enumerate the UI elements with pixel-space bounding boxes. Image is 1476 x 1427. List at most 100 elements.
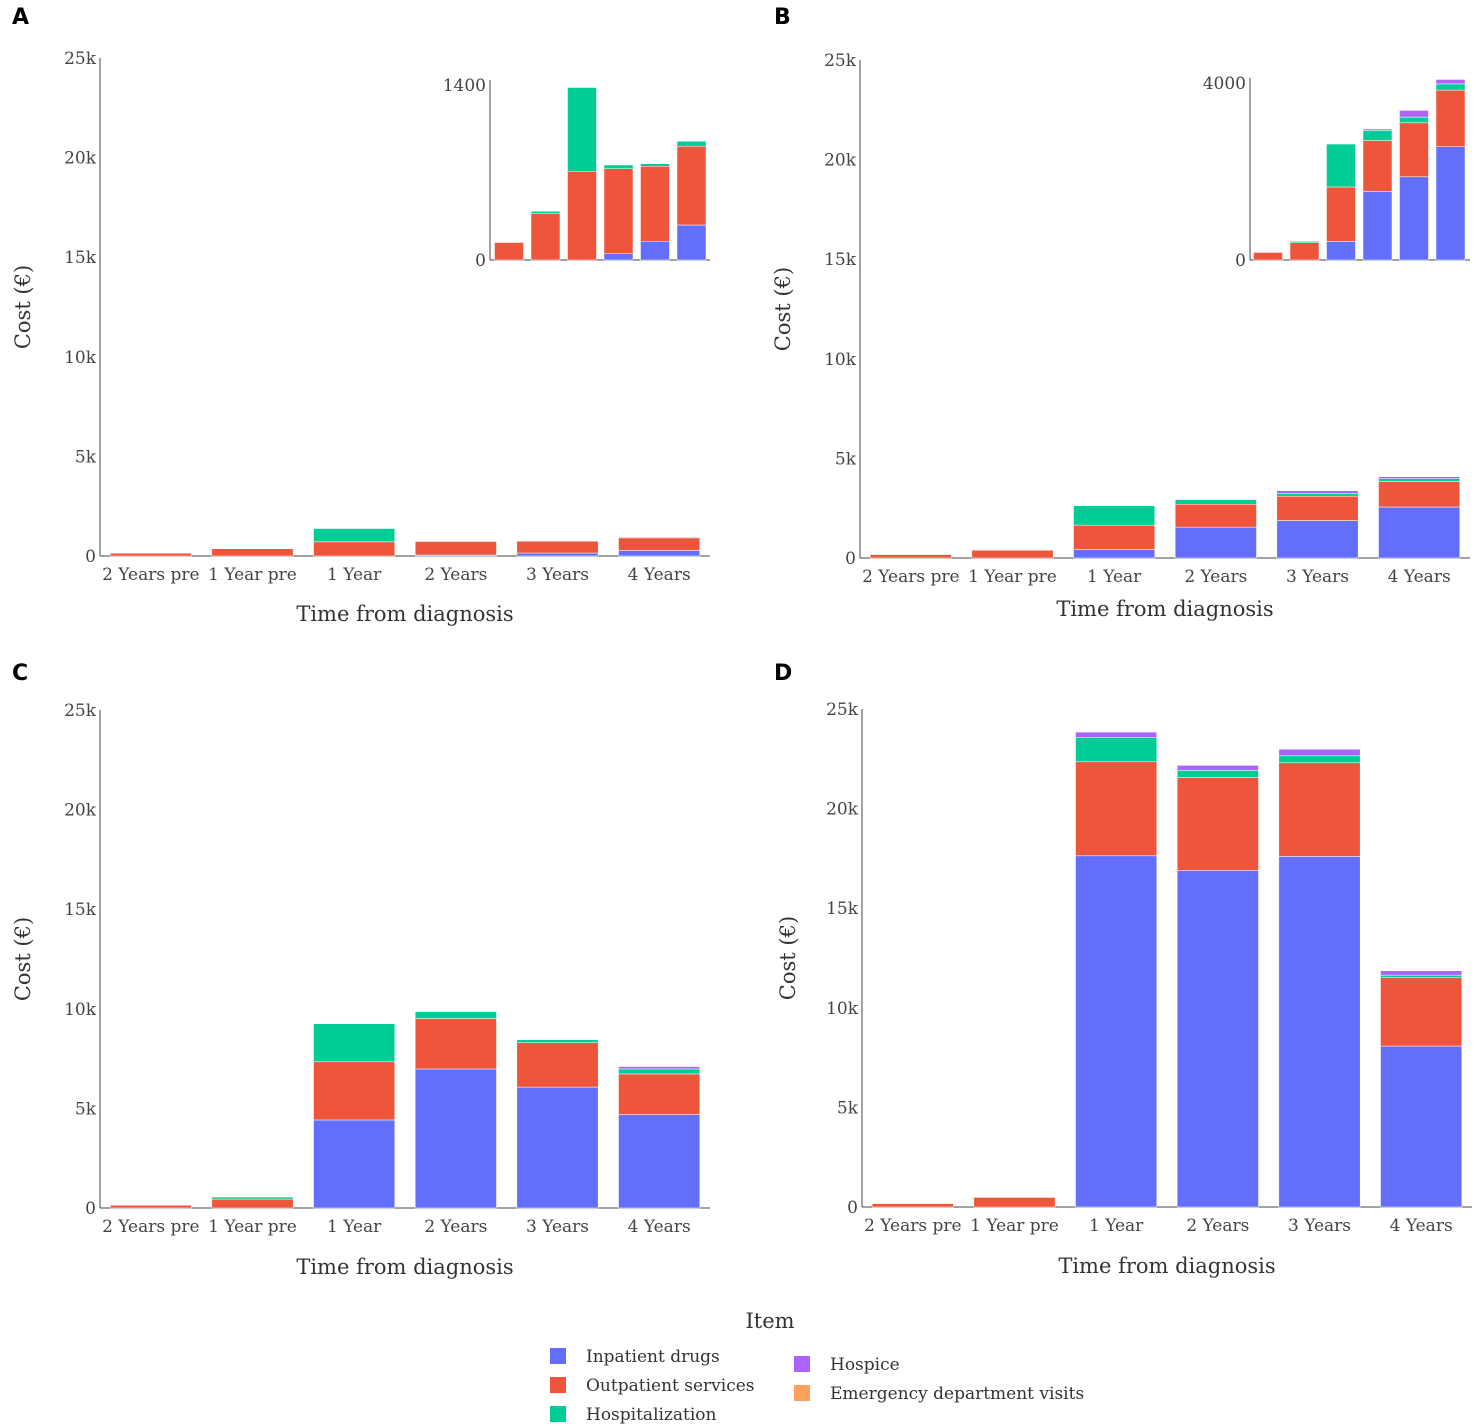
panels: A 0 5k 10k 15k 20k 25k 2 Years pre 1 Year pre 1 Y…: [11, 5, 1472, 1279]
y-tick-label: 25k: [824, 51, 857, 71]
y-axis-title: Cost (€): [776, 916, 800, 1000]
y-tick-label: 20k: [64, 149, 97, 169]
bar-segment: [414, 541, 497, 556]
bar-segment: [1380, 977, 1463, 1047]
y-tick-label: 15k: [64, 248, 97, 268]
bar-segment: [869, 554, 952, 559]
legend-item[interactable]: Hospice: [794, 1355, 900, 1375]
inset-bar-segment: [1435, 89, 1466, 147]
inset-bar-segment: [1362, 140, 1393, 192]
bar-segment: [313, 1061, 396, 1121]
legend-swatch: [550, 1348, 566, 1364]
inset-bar-segment: [1362, 130, 1393, 141]
legend-swatch: [794, 1385, 810, 1401]
bar-segment: [211, 1198, 294, 1209]
bar-segment: [516, 540, 599, 554]
bar-segment: [618, 1068, 701, 1075]
y-axis-title: Cost (€): [771, 267, 795, 351]
x-tick-label: 2 Years pre: [102, 1217, 199, 1237]
inset-bar-segment: [1399, 122, 1429, 178]
inset-y-tick-label: 4000: [1203, 74, 1246, 94]
bar-segment: [1174, 499, 1257, 505]
panel-b: B 0 5k 10k 15k 20k 25k 2 Years pre 1 Year pre 1 Y…: [771, 5, 1470, 621]
y-tick-label: 25k: [64, 49, 97, 69]
legend-label: Hospice: [830, 1355, 900, 1375]
inset-bar-segment: [1399, 110, 1429, 118]
legend-item[interactable]: Outpatient services: [550, 1376, 755, 1396]
panel-a: A 0 5k 10k 15k 20k 25k 2 Years pre 1 Year pre 1 Y…: [11, 5, 710, 626]
bar-segment: [1174, 526, 1257, 559]
panel-letter: D: [774, 661, 792, 686]
bar-segment: [1276, 493, 1359, 497]
legend-label: Outpatient services: [586, 1376, 755, 1396]
bar-segment: [618, 1066, 701, 1070]
x-tick-label: 1 Year pre: [208, 565, 297, 585]
bar-segment: [871, 1203, 954, 1208]
y-tick-label: 25k: [826, 700, 859, 720]
bar-segment: [1378, 481, 1461, 508]
inset-bar-segment: [530, 213, 561, 261]
bar-segment: [516, 1039, 599, 1043]
x-tick-label: 2 Years pre: [864, 1216, 961, 1236]
bar-segment: [971, 549, 1054, 551]
inset-chart: 0 4000: [1203, 74, 1470, 271]
y-tick-label: 10k: [64, 1000, 97, 1020]
bar-segment: [414, 540, 497, 542]
bar-segment: [1073, 549, 1156, 559]
inset-bar-segment: [603, 164, 634, 169]
bar-segment: [973, 1197, 1056, 1208]
bar-segment: [971, 549, 1054, 559]
inset-bar-segment: [676, 224, 707, 261]
y-tick-label: 0: [847, 1198, 858, 1218]
x-tick-label: 1 Year: [1089, 1216, 1144, 1236]
legend-label: Hospitalization: [586, 1405, 717, 1425]
bar-segment: [313, 1119, 396, 1209]
panel-letter: B: [774, 5, 791, 30]
legend-items: Inpatient drugs Outpatient services Hospit…: [550, 1347, 1084, 1425]
x-axis-title: Time from diagnosis: [1058, 1254, 1275, 1278]
y-tick-label: 20k: [826, 800, 859, 820]
inset-bar-segment: [567, 171, 597, 261]
bar-segment: [1075, 731, 1158, 738]
bar-segment: [1378, 506, 1461, 559]
bar-segment: [414, 1011, 497, 1019]
bar-segment: [1174, 498, 1257, 500]
inset-bar-segment: [1326, 241, 1356, 261]
inset-bar-segment: [1253, 252, 1283, 261]
y-tick-label: 0: [845, 549, 856, 569]
bar-segment: [211, 1196, 294, 1200]
bar-segment: [109, 1204, 192, 1209]
inset-bar-segment: [567, 87, 597, 172]
inset-y-tick-label: 0: [475, 251, 486, 271]
bar-segment: [1378, 476, 1461, 479]
x-tick-label: 1 Year: [327, 565, 382, 585]
bar-segment: [516, 552, 599, 557]
y-tick-label: 10k: [826, 999, 859, 1019]
inset-bar-segment: [640, 163, 670, 167]
bar-segment: [1176, 770, 1259, 778]
bar-segment: [1075, 855, 1158, 1208]
y-tick-label: 0: [85, 1199, 96, 1219]
x-tick-label: 2 Years pre: [862, 567, 959, 587]
legend-item[interactable]: Inpatient drugs: [550, 1347, 720, 1367]
inset-bar-segment: [1435, 79, 1466, 85]
bar-segment: [618, 536, 701, 539]
legend: Item Inpatient drugs Outpatient services H…: [550, 1309, 1084, 1425]
inset-bar-segment: [1289, 242, 1320, 261]
inset-bar-segment: [676, 146, 707, 226]
y-tick-label: 20k: [824, 151, 857, 171]
bar-segment: [1276, 490, 1359, 494]
inset-bar-segment: [603, 168, 634, 254]
panel-letter: A: [12, 5, 29, 30]
legend-item[interactable]: Emergency department visits: [794, 1384, 1084, 1404]
x-tick-label: 2 Years: [1184, 567, 1247, 587]
bar-segment: [1073, 524, 1156, 550]
bar-segment: [1176, 870, 1259, 1208]
y-tick-label: 20k: [64, 801, 97, 821]
inset-bar-segment: [603, 253, 634, 261]
bar-segment: [1176, 777, 1259, 871]
legend-swatch: [794, 1356, 810, 1372]
bar-segment: [211, 548, 294, 557]
legend-item[interactable]: Hospitalization: [550, 1405, 717, 1425]
x-tick-label: 2 Years pre: [102, 565, 199, 585]
